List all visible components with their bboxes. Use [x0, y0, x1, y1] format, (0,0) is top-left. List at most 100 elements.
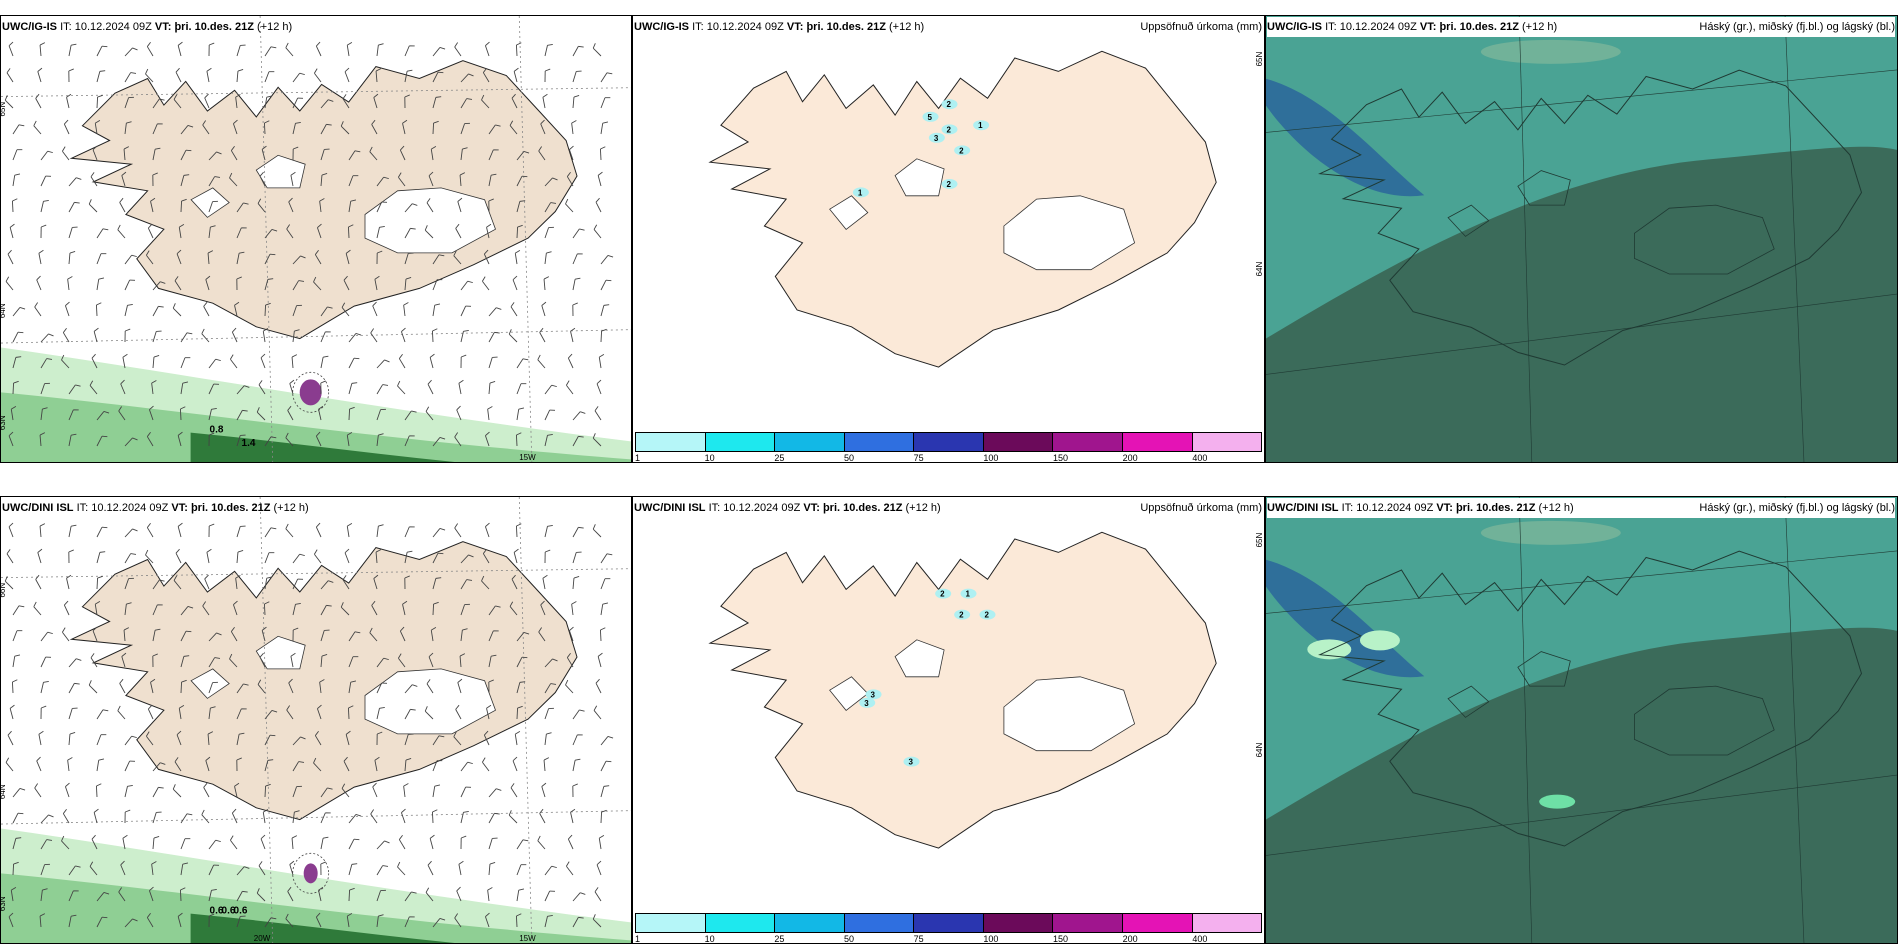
- wind-barb-feather: [125, 809, 131, 813]
- wind-barb: [152, 330, 162, 343]
- wind-barb-staff: [404, 410, 412, 421]
- wind-barb-staff: [35, 98, 42, 109]
- wind-barb-feather: [202, 120, 207, 126]
- wind-barb-staff: [123, 149, 126, 161]
- wind-barb-feather: [512, 275, 518, 281]
- wind-barb: [12, 380, 19, 395]
- wind-barb-staff: [488, 788, 497, 798]
- wind-barb: [96, 94, 103, 109]
- wind-barb-feather: [547, 525, 553, 527]
- wind-barb-feather: [4, 576, 8, 582]
- wind-barb-staff: [93, 331, 98, 343]
- wind-barb-staff: [264, 760, 269, 772]
- wind-barb: [454, 432, 462, 447]
- wind-barb-staff: [572, 734, 578, 746]
- wind-barb: [208, 706, 216, 720]
- wind-barb-staff: [511, 97, 518, 109]
- wind-barb: [537, 354, 546, 369]
- wind-barb-staff: [96, 709, 104, 720]
- wind-barb-feather: [565, 861, 570, 867]
- wind-barb: [95, 783, 102, 798]
- wind-barb: [152, 604, 163, 616]
- wind-barb-staff: [515, 434, 518, 447]
- wind-barb: [511, 574, 518, 590]
- wind-barb-staff: [568, 149, 574, 161]
- wind-barb: [565, 861, 574, 876]
- wind-barb-staff: [318, 890, 322, 902]
- wind-barb-staff: [376, 45, 379, 57]
- wind-barb-staff: [429, 357, 434, 369]
- wind-barb-staff: [61, 840, 70, 850]
- wind-barb-feather: [16, 630, 23, 632]
- wind-barb-feather: [434, 784, 441, 787]
- wind-barb: [516, 383, 527, 395]
- wind-barb-feather: [518, 888, 525, 891]
- bright-cloud-patch: [1359, 630, 1400, 651]
- wind-barb-staff: [572, 552, 577, 564]
- wind-barb: [313, 549, 322, 564]
- wind-barb-staff: [426, 202, 434, 213]
- wind-barb-feather: [410, 227, 416, 230]
- wind-barb-staff: [319, 682, 322, 694]
- wind-barb: [124, 304, 133, 317]
- wind-barb: [516, 839, 529, 850]
- wind-barb: [96, 551, 106, 564]
- wind-barb-feather: [520, 383, 527, 385]
- colorbar-tick-label: 50: [844, 453, 855, 463]
- wind-barb: [62, 809, 70, 824]
- wind-barb-staff: [516, 890, 520, 902]
- wind-barb-staff: [348, 864, 353, 876]
- wind-barb: [204, 93, 210, 109]
- wind-barb: [348, 333, 362, 343]
- wind-barb: [12, 356, 22, 369]
- wind-barb: [208, 408, 217, 421]
- wind-barb-feather: [340, 602, 344, 608]
- wind-barb-staff: [424, 710, 434, 720]
- mid-cloud-area: [1266, 78, 1425, 197]
- wind-barb-staff: [68, 708, 73, 720]
- wind-barb: [429, 834, 435, 850]
- wind-barb-staff: [397, 866, 406, 876]
- wind-barb-feather: [580, 411, 586, 414]
- wind-barb-staff: [230, 839, 238, 850]
- wind-barb: [544, 68, 551, 83]
- wind-barb: [510, 783, 518, 798]
- wind-barb-feather: [541, 782, 547, 787]
- wind-barb: [348, 199, 357, 213]
- lat-label: 65N: [1, 102, 7, 117]
- wind-barb-feather: [18, 124, 25, 127]
- wind-barb-staff: [315, 45, 322, 57]
- colorbar-tick-label: 1: [635, 934, 641, 944]
- wind-barb: [320, 787, 333, 798]
- wind-barb-staff: [515, 44, 518, 57]
- wind-barb-feather: [516, 42, 522, 46]
- wind-barb-feather: [242, 409, 248, 412]
- wind-barb-feather: [408, 252, 414, 254]
- wind-barb-feather: [570, 808, 576, 813]
- wind-barb: [8, 912, 14, 928]
- wind-barb-feather: [72, 226, 78, 228]
- wind-barb-staff: [236, 916, 241, 928]
- wind-barb-feather: [236, 757, 242, 761]
- wind-barb-feather: [184, 838, 191, 840]
- wind-barb-staff: [488, 656, 492, 668]
- wind-barb-staff: [92, 149, 98, 161]
- wind-barb: [372, 782, 378, 798]
- wind-barb-staff: [482, 280, 490, 291]
- wind-barb-staff: [96, 577, 99, 590]
- wind-barb-feather: [38, 730, 44, 735]
- wind-barb: [346, 41, 353, 57]
- wind-barb-feather: [213, 383, 220, 385]
- wind-barb: [397, 653, 406, 668]
- wind-barb: [291, 835, 298, 850]
- wind-barb-feather: [510, 783, 515, 789]
- wind-barb-staff: [404, 760, 407, 772]
- wind-barb-feather: [213, 864, 220, 866]
- precip-label: 2: [984, 611, 989, 620]
- wind-barb: [208, 523, 215, 538]
- wind-barb: [64, 301, 70, 317]
- wind-barb-staff: [376, 176, 384, 187]
- wind-barb-staff: [236, 227, 242, 239]
- lat-label: 63N: [1, 415, 7, 430]
